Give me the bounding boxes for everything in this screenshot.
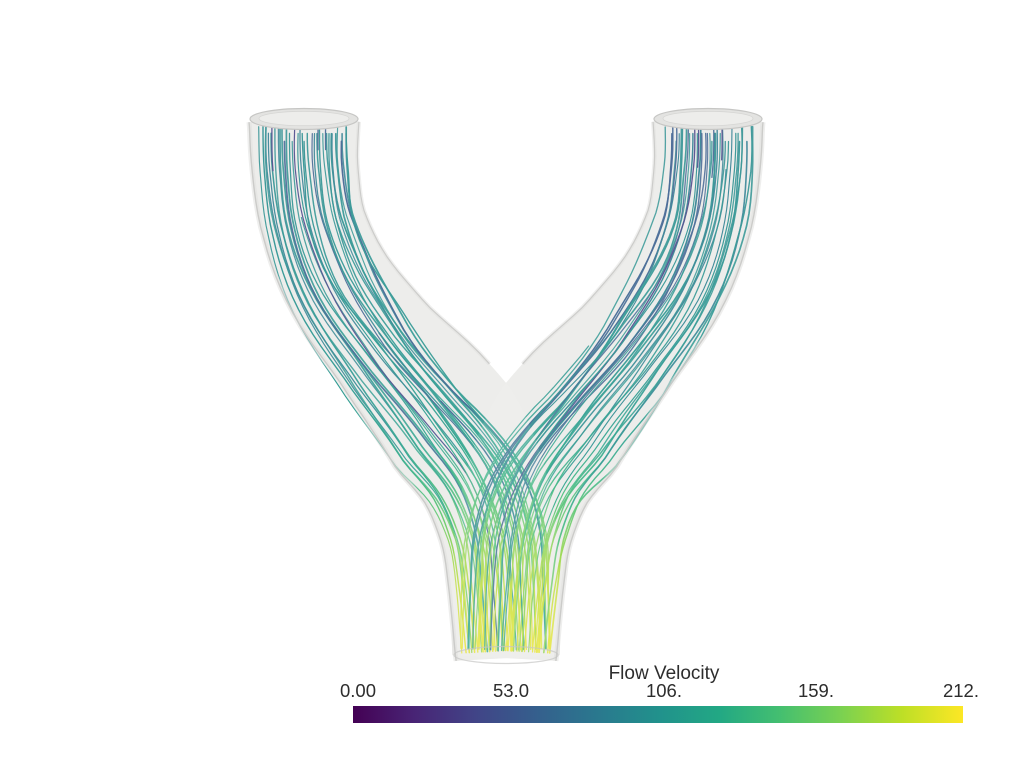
colorbar-legend: Flow Velocity 0.00 53.0 106. 159. 212.: [340, 663, 979, 723]
colorbar-tick-2: 106.: [646, 680, 682, 701]
colorbar-tick-3: 159.: [798, 680, 834, 701]
colorbar-gradient-bar: [353, 706, 963, 723]
streamlines: [258, 121, 754, 654]
vessel-glass-overlay: [249, 121, 763, 661]
colorbar-tick-4: 212.: [943, 680, 979, 701]
colorbar-tick-0: 0.00: [340, 680, 376, 701]
tube-opening-rims: [249, 107, 763, 131]
vessel-edges: [246, 121, 766, 665]
colorbar-tick-1: 53.0: [493, 680, 529, 701]
colorbar-title: Flow Velocity: [609, 663, 720, 684]
